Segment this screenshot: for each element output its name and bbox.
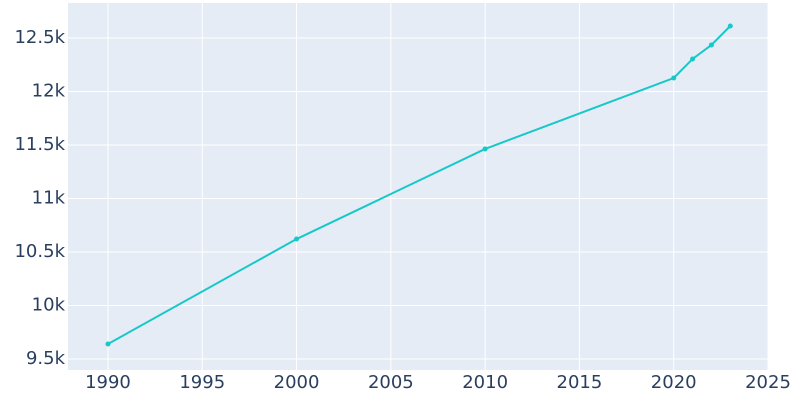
x-tick-label: 2010: [462, 372, 508, 393]
y-tick-label: 12k: [32, 80, 66, 101]
x-tick-label: 1995: [179, 372, 225, 393]
point: [690, 56, 696, 62]
x-tick-label: 2020: [651, 372, 697, 393]
x-tick-label: 2025: [745, 372, 791, 393]
y-tick-label: 9.5k: [26, 348, 66, 369]
point: [105, 341, 111, 347]
y-tick-label: 10.5k: [14, 241, 65, 262]
y-tick-label: 12.5k: [14, 27, 65, 48]
y-tick-label: 11.5k: [14, 134, 65, 155]
point: [482, 146, 488, 152]
point: [727, 23, 733, 29]
point: [294, 236, 300, 242]
x-tick-label: 1990: [85, 372, 131, 393]
y-tick-label: 11k: [32, 187, 66, 208]
plot-area: [68, 3, 768, 370]
point: [708, 42, 714, 48]
x-tick-label: 2015: [557, 372, 603, 393]
y-tick-label: 10k: [32, 294, 66, 315]
point: [671, 75, 677, 81]
x-tick-label: 2000: [274, 372, 320, 393]
x-tick-label: 2005: [368, 372, 414, 393]
